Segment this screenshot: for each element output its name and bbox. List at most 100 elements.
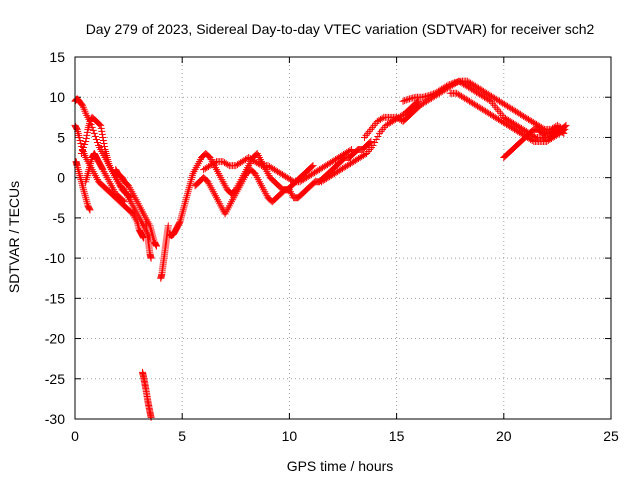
y-tick-label: -5 [53,210,66,226]
data-point [82,137,90,145]
data-point [309,162,317,170]
y-tick-label: 15 [49,49,65,65]
data-point [90,129,98,137]
data-point [164,222,172,230]
data-point [447,80,455,88]
data-point [426,91,434,99]
y-tick-label: -25 [45,371,65,387]
data-point [152,241,160,249]
data-point [97,121,105,129]
y-tick-label: -20 [45,331,65,347]
data-point [371,138,379,146]
data-point [559,128,567,136]
data-point [77,139,85,147]
data-point [444,81,452,89]
data-series-arc-h [157,222,172,282]
x-tick-label: 15 [389,428,405,444]
data-point [98,127,106,135]
data-point [414,97,422,105]
chart-title: Day 279 of 2023, Sidereal Day-to-day VTE… [86,21,595,37]
data-point [413,98,421,106]
data-series-arc-d [77,113,135,202]
data-point [442,82,450,90]
data-point [288,177,296,185]
data-series-arc-m [360,77,570,141]
y-tick-label: -10 [45,250,65,266]
data-point [361,151,369,159]
y-axis-label: SDTVAR / TECUs [6,181,22,293]
data-points [71,77,570,421]
data-point [446,81,454,89]
data-point [92,135,100,143]
data-point [369,141,377,149]
data-series-arc-a [71,121,148,242]
data-point [83,128,91,136]
data-point [224,161,232,169]
data-point [348,146,356,154]
data-point [97,124,105,132]
data-point [85,205,93,213]
data-point [89,126,97,134]
data-series-arc-k [200,146,356,186]
data-point [119,197,127,205]
data-point [562,121,570,129]
data-point [99,136,107,144]
data-point [100,139,108,147]
data-point [120,198,128,206]
data-point [147,413,155,421]
data-point [126,193,134,201]
data-series-arc-g [142,218,155,262]
plot-frame [74,56,612,420]
data-point [401,97,409,105]
data-point [211,159,219,167]
data-point [560,129,568,137]
data-point [528,136,536,144]
x-axis-label: GPS time / hours [287,458,394,474]
x-tick-label: 5 [178,428,186,444]
data-point [346,147,354,155]
data-point [372,135,380,143]
data-series-arc-e [82,150,128,206]
data-point [367,137,375,145]
data-point [430,90,438,98]
data-point [98,165,106,173]
data-point [82,134,90,142]
data-point [75,133,83,141]
data-point [308,163,316,171]
data-point [449,79,457,87]
data-point [176,219,184,227]
data-point [76,136,84,144]
x-tick-label: 10 [282,428,298,444]
data-point [86,206,94,214]
data-point [98,130,106,138]
y-tick-label: -30 [45,411,65,427]
data-point [374,132,382,140]
data-point [152,242,160,250]
data-series-arc-c [72,158,94,214]
data-point [485,96,493,104]
data-series-arc-j [191,137,375,218]
axis-ticks: 0 5 10 15 20 25 -30 -25 -20 -15 -10 -5 0 5 10 15 [45,49,619,444]
data-point [100,142,108,150]
data-point [77,150,85,158]
data-point [80,144,88,151]
y-tick-label: -15 [45,290,65,306]
data-series-arc-q [139,368,155,421]
data-point [378,114,386,122]
data-point [73,124,81,132]
data-series-arc-p [500,125,568,162]
data-point [79,147,87,155]
data-point [99,133,107,141]
data-point [83,131,91,139]
data-point [81,140,89,148]
y-tick-label: 0 [57,170,65,186]
data-point [94,138,102,146]
data-point [139,233,147,241]
data-series-arc-n [399,77,568,133]
data-point [402,96,410,104]
data-point [256,161,264,169]
y-tick-label: 10 [49,89,65,105]
data-point [91,132,99,140]
data-point [425,92,433,100]
